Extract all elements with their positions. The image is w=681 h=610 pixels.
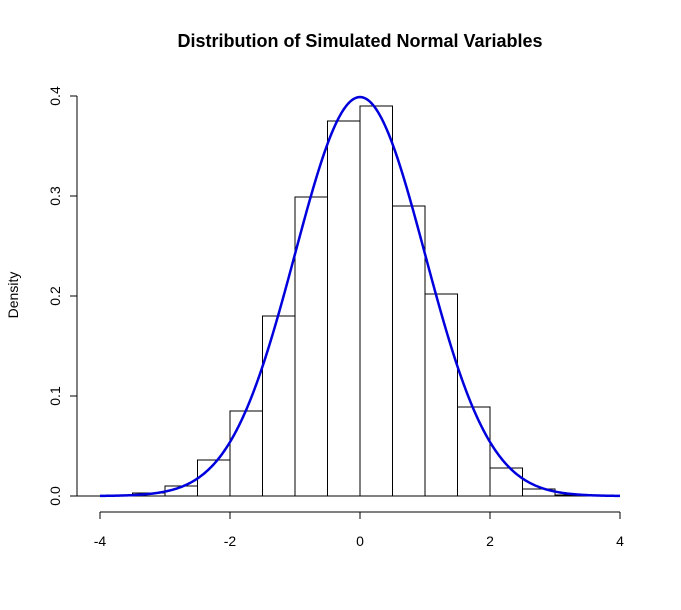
x-tick-label-1: -4 (94, 533, 107, 549)
histogram-bar-11 (457, 406, 491, 497)
x-tick-label-5: 4 (616, 533, 624, 549)
x-tick-label-3: 0 (356, 533, 364, 549)
y-axis: 0.0 0.1 0.2 0.3 0.4 (47, 86, 78, 506)
histogram-bar-5 (262, 315, 296, 497)
x-axis: -4 -2 0 2 4 (94, 511, 624, 549)
y-tick-label-3: 0.2 (47, 286, 63, 306)
y-tick-label-4: 0.3 (47, 186, 63, 206)
histogram-bar-6 (294, 196, 328, 497)
normal-density-curve (99, 95, 621, 498)
y-tick-label-1: 0.0 (47, 486, 63, 506)
x-tick-label-4: 2 (486, 533, 494, 549)
y-tick-label-2: 0.1 (47, 386, 63, 406)
histogram-bar-7 (327, 120, 361, 497)
histogram-bar-9 (392, 205, 426, 497)
histogram-bars (70, 105, 620, 497)
density-curve-layer (99, 95, 621, 498)
y-axis-title: Density (5, 272, 21, 319)
x-tick-label-2: -2 (224, 533, 237, 549)
histogram-bar-8 (359, 105, 393, 497)
histogram-bar-4 (229, 410, 263, 497)
chart-title: Distribution of Simulated Normal Variabl… (177, 31, 542, 51)
y-tick-label-5: 0.4 (47, 86, 63, 106)
histogram-bar-10 (424, 293, 458, 497)
histogram-bar-12 (489, 467, 523, 497)
